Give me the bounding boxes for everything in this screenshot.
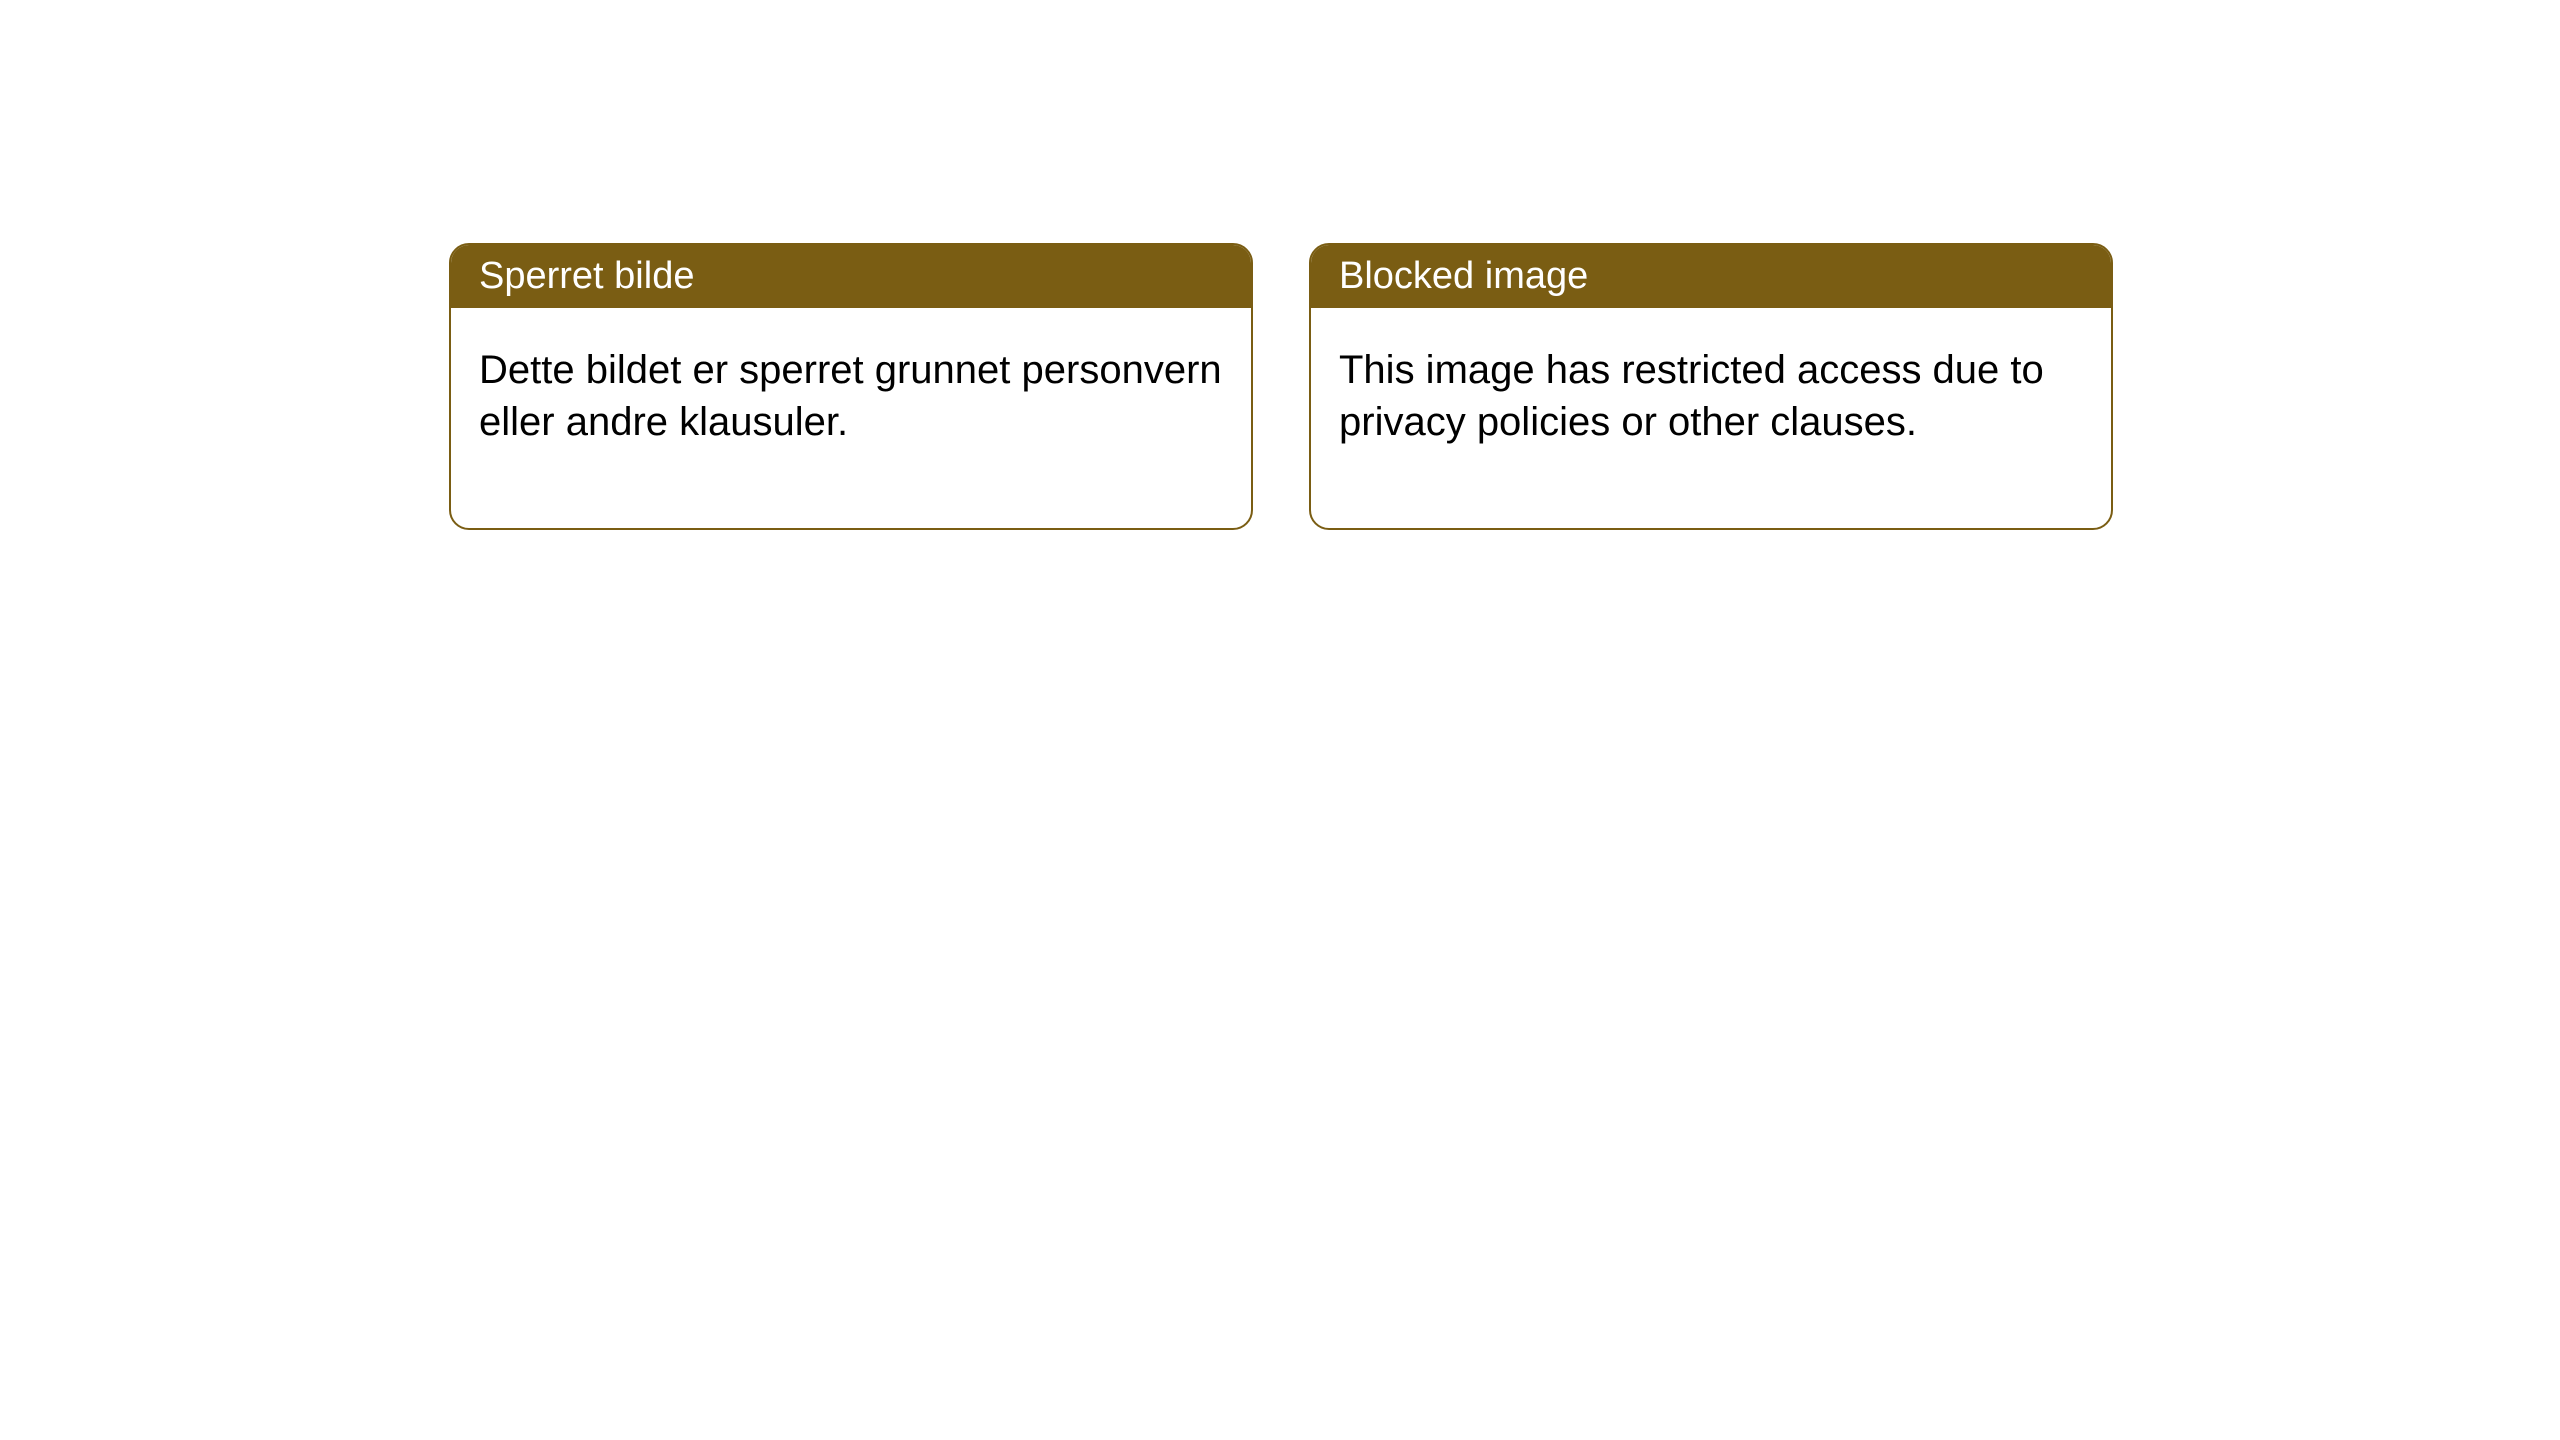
notice-card-body: Dette bildet er sperret grunnet personve… xyxy=(451,308,1251,528)
notice-card-norwegian: Sperret bilde Dette bildet er sperret gr… xyxy=(449,243,1253,530)
notice-cards-container: Sperret bilde Dette bildet er sperret gr… xyxy=(449,243,2113,530)
notice-card-title: Sperret bilde xyxy=(479,255,694,297)
notice-card-header: Blocked image xyxy=(1311,245,2111,308)
notice-card-body-text: This image has restricted access due to … xyxy=(1339,348,2044,444)
notice-card-title: Blocked image xyxy=(1339,255,1588,297)
notice-card-english: Blocked image This image has restricted … xyxy=(1309,243,2113,530)
notice-card-header: Sperret bilde xyxy=(451,245,1251,308)
notice-card-body: This image has restricted access due to … xyxy=(1311,308,2111,528)
notice-card-body-text: Dette bildet er sperret grunnet personve… xyxy=(479,348,1222,444)
